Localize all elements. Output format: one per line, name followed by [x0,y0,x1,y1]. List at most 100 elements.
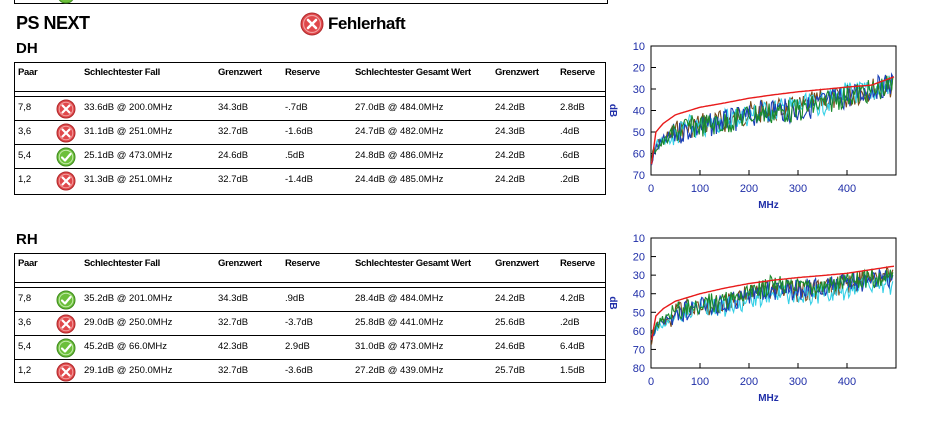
table-header: Paar Schlechtester Fall Grenzwert Reserve Sc… [15,63,605,92]
x-tick-label: 0 [648,183,654,195]
cell-limit2: 25.7dB [495,365,526,376]
cell-total: 24.8dB @ 486.0MHz [355,150,444,161]
series-line [651,269,894,341]
column-header-limit2: Grenzwert [495,67,539,78]
fail-icon [300,12,324,36]
section-label-rh: RH [16,231,38,248]
column-header-margin2: Reserve [560,258,595,269]
x-tick-label: 200 [740,183,758,195]
cell-limit: 32.7dB [218,174,249,185]
pass-icon [56,290,76,310]
page-title: PS NEXT [16,13,90,33]
cell-total: 28.4dB @ 484.0MHz [355,293,444,304]
column-header-margin2: Reserve [560,67,595,78]
x-tick-label: 400 [838,376,856,388]
cell-margin: -3.7dB [285,317,313,328]
column-header-worst-case: Schlechtester Fall [84,67,160,78]
x-tick-label: 300 [789,183,807,195]
cell-margin2: .2dB [560,317,580,328]
cell-pair: 3,6 [18,317,32,328]
limit-line [651,265,895,341]
cell-pair: 5,4 [18,150,32,161]
y-tick-label: 70 [633,170,645,182]
y-tick-label: 40 [633,106,645,118]
cell-limit2: 24.2dB [495,150,526,161]
table-row: 1,2 29.1dB @ 250.0MHz 32.7dB -3.6dB 27.2dB @… [15,359,605,382]
cell-pair: 7,8 [18,293,32,304]
cell-total: 24.7dB @ 482.0MHz [355,126,444,137]
table-header: Paar Schlechtester Fall Grenzwert Reserve Sc… [15,254,605,283]
pass-icon [56,147,76,167]
x-tick-label: 100 [691,183,709,195]
cell-worst: 35.2dB @ 201.0MHz [84,293,173,304]
column-header-pair: Paar [18,258,38,269]
y-tick-label: 50 [633,307,645,319]
series-line [651,273,894,341]
y-axis-label: dB [607,104,618,117]
cell-margin: -1.4dB [285,174,313,185]
cell-margin2: 1.5dB [560,365,585,376]
column-header-pair: Paar [18,67,38,78]
cell-limit: 34.3dB [218,102,249,113]
cell-margin: .9dB [285,293,305,304]
cell-worst: 33.6dB @ 200.0MHz [84,102,173,113]
cell-margin: -3.6dB [285,365,313,376]
section-label-dh: DH [16,40,38,57]
cell-total: 27.0dB @ 484.0MHz [355,102,444,113]
column-header-margin: Reserve [285,258,320,269]
column-header-worst-case: Schlechtester Fall [84,258,160,269]
cell-limit: 32.7dB [218,317,249,328]
limit-line [651,76,895,165]
y-tick-label: 80 [633,363,645,375]
table-row: 7,8 35.2dB @ 201.0MHz 34.3dB .9dB 28.4dB @ 4… [15,287,605,310]
column-header-limit2: Grenzwert [495,258,539,269]
chart-dh: 10 20 30 40 50 60 700 100 200 300 400 MHz dB [607,41,897,211]
cell-limit2: 25.6dB [495,317,526,328]
previous-table-edge [14,0,608,4]
cell-total: 31.0dB @ 473.0MHz [355,341,444,352]
cell-margin2: 2.8dB [560,102,585,113]
cell-limit2: 24.2dB [495,293,526,304]
y-tick-label: 60 [633,149,645,161]
table-row: 3,6 29.0dB @ 250.0MHz 32.7dB -3.7dB 25.8dB @… [15,311,605,334]
series-line [651,72,894,166]
cell-limit: 42.3dB [218,341,249,352]
x-axis-label: MHz [758,393,779,404]
x-axis-label: MHz [758,200,779,211]
results-table-rh: Paar Schlechtester Fall Grenzwert Reserve Sc… [14,253,606,383]
cell-limit: 32.7dB [218,126,249,137]
y-tick-label: 70 [633,344,645,356]
cell-worst: 29.1dB @ 250.0MHz [84,365,173,376]
cell-margin2: .6dB [560,150,580,161]
cell-worst: 45.2dB @ 66.0MHz [84,341,168,352]
y-axis-label: dB [607,296,618,309]
pass-icon [58,0,74,4]
column-header-margin: Reserve [285,67,320,78]
cell-margin2: .2dB [560,174,580,185]
table-row: 3,6 31.1dB @ 251.0MHz 32.7dB -1.6dB 24.7dB @… [15,120,605,143]
cell-margin: 2.9dB [285,341,310,352]
fail-icon [56,123,76,143]
cell-margin2: 4.2dB [560,293,585,304]
cell-pair: 3,6 [18,126,32,137]
cell-pair: 1,2 [18,174,32,185]
y-tick-label: 30 [633,84,645,96]
fail-icon [56,314,76,334]
cell-pair: 5,4 [18,341,32,352]
pass-icon [56,338,76,358]
table-row: 7,8 33.6dB @ 200.0MHz 34.3dB -.7dB 27.0dB @ … [15,96,605,119]
y-tick-label: 30 [633,270,645,282]
x-tick-label: 0 [648,376,654,388]
cell-total: 24.4dB @ 485.0MHz [355,174,444,185]
y-tick-label: 50 [633,127,645,139]
y-tick-label: 60 [633,326,645,338]
cell-limit2: 24.3dB [495,126,526,137]
cell-limit: 32.7dB [218,365,249,376]
column-header-limit: Grenzwert [218,258,262,269]
cell-worst: 29.0dB @ 250.0MHz [84,317,173,328]
cell-limit: 34.3dB [218,293,249,304]
x-tick-label: 200 [740,376,758,388]
y-tick-label: 10 [633,233,645,245]
cell-limit2: 24.2dB [495,102,526,113]
cell-limit2: 24.2dB [495,174,526,185]
